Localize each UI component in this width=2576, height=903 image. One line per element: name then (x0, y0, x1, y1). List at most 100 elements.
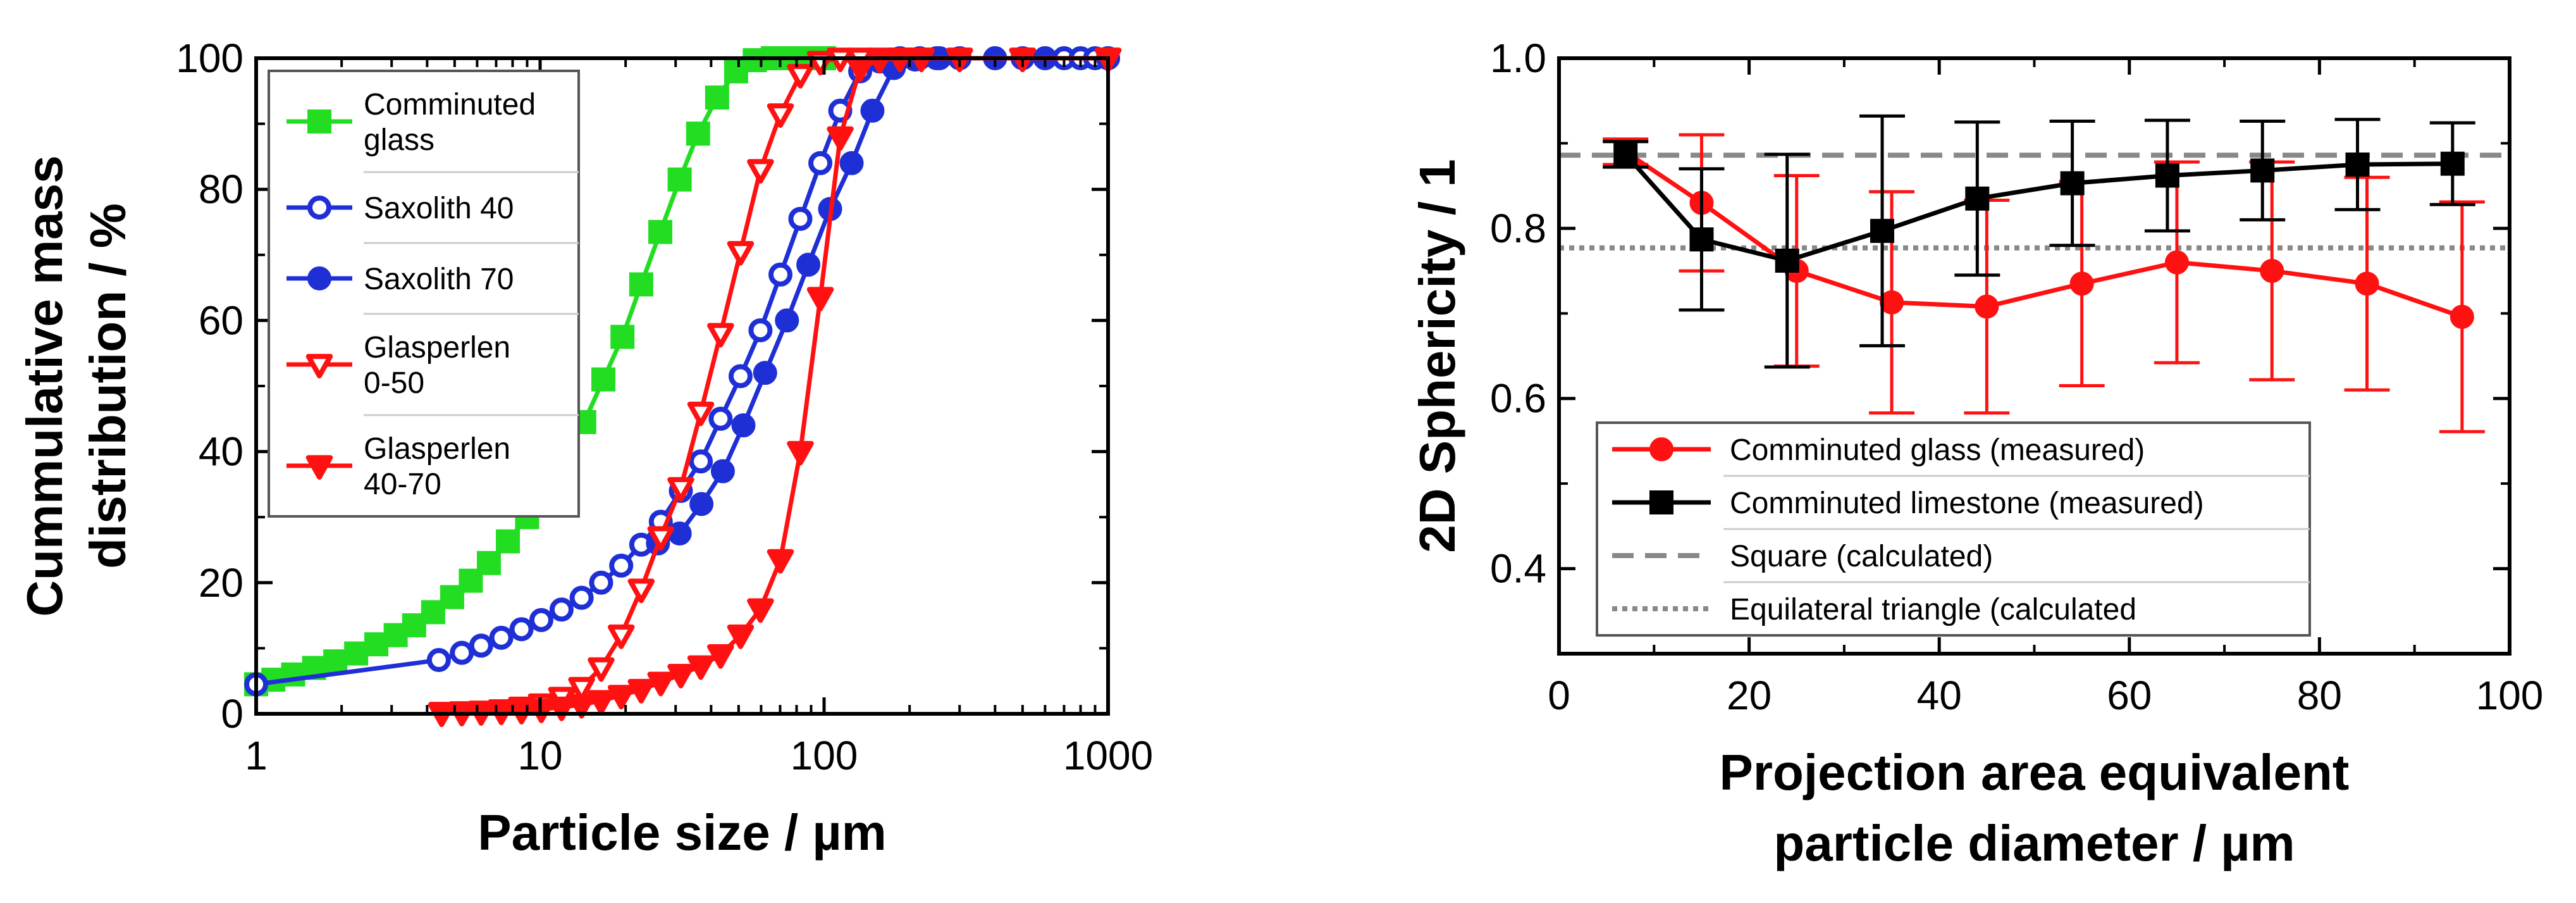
data-point (450, 640, 474, 665)
data-point (787, 440, 814, 466)
data-point (1870, 218, 1895, 243)
legend-label-line: Comminuted (364, 88, 536, 121)
data-point (440, 585, 464, 609)
data-point (768, 262, 793, 287)
data-point (2069, 271, 2094, 296)
y-tick-label: 0 (221, 691, 243, 737)
y-tick-label: 80 (199, 166, 243, 212)
y-tick-label: 60 (199, 297, 243, 343)
data-point (568, 676, 595, 702)
legend-swatch-marker (1649, 490, 1673, 514)
data-point (2060, 171, 2085, 196)
legend-item-2: Saxolith 70 (287, 242, 579, 296)
data-point (607, 624, 635, 649)
legend-label: Glasperlen 0-50 (364, 331, 510, 400)
data-point (1975, 294, 1999, 319)
data-point (707, 323, 734, 348)
legend-swatch-marker (305, 354, 333, 378)
data-point (469, 633, 493, 658)
data-point (548, 696, 576, 721)
legend-item-3: Glasperlen 0-50 (287, 313, 579, 400)
data-point (753, 361, 777, 385)
legend-label: Saxolith 70 (364, 263, 514, 296)
data-point (806, 287, 834, 312)
data-point (1775, 248, 1799, 273)
legend: Comminuted glass Saxolith 40 Saxolith 70 Gla… (268, 70, 580, 518)
legend-item-0: Comminuted glass (measured) (1612, 433, 2145, 467)
legend-label-line: Glasperlen (364, 432, 510, 466)
data-point (426, 648, 451, 673)
legend-item-0: Comminuted glass (287, 88, 536, 157)
measured-series-0 (1603, 133, 2485, 433)
data-point (710, 459, 735, 483)
data-point (747, 159, 774, 184)
data-point (731, 413, 756, 438)
legend-label-line: 0-50 (364, 366, 424, 400)
data-point (1689, 227, 1714, 252)
data-point (2450, 304, 2474, 329)
data-point (667, 476, 694, 502)
legend-label-line: Saxolith 40 (364, 192, 514, 225)
data-point (509, 617, 534, 642)
x-axis-title-line: particle diameter / µm (1773, 815, 2295, 871)
data-point (568, 694, 595, 719)
data-point (728, 364, 753, 389)
data-point (588, 657, 615, 682)
x-tick-label: 1 (245, 733, 268, 778)
data-point (569, 585, 594, 610)
y-tick-label: 40 (199, 429, 243, 475)
data-point (2155, 163, 2179, 188)
data-point (627, 678, 655, 704)
data-point (627, 578, 655, 604)
x-tick-label: 1000 (1063, 733, 1153, 778)
data-point (767, 549, 794, 574)
y-axis-title: Cummulative mass distribution / % (16, 155, 136, 616)
series-line (1624, 153, 2453, 263)
x-tick-label: 60 (2107, 673, 2152, 718)
legend-swatch-marker (1649, 437, 1673, 461)
data-point (808, 151, 833, 175)
data-point (707, 644, 734, 669)
data-point (2355, 271, 2379, 296)
data-point (647, 671, 675, 697)
data-point (588, 690, 615, 715)
data-point (727, 240, 755, 266)
data-point (687, 655, 715, 680)
data-point (402, 613, 426, 638)
x-tick-label: 40 (1917, 673, 1962, 718)
y-axis-title-line: distribution / % (80, 203, 136, 569)
data-point (610, 325, 635, 349)
legend-label-line: Glasperlen (364, 331, 510, 364)
data-point (705, 85, 729, 110)
x-tick-label: 80 (2297, 673, 2342, 718)
data-point (549, 597, 574, 622)
data-point (2345, 153, 2370, 177)
data-point (775, 308, 799, 333)
y-tick-label: 1.0 (1490, 35, 1546, 81)
legend-label: Equilateral triangle (calculated (1730, 593, 2136, 626)
legend-swatch-marker (307, 109, 331, 134)
measured-series-1 (1603, 114, 2475, 369)
series-line (1624, 149, 2463, 319)
cumulative-distribution-chart: 0 20 40 60 80 100 1 10 100 1000 Particle size / µm… (16, 35, 1153, 861)
x-axis-title-line: Projection area equivalent (1720, 744, 2350, 800)
data-point (459, 568, 483, 593)
legend-box (268, 70, 580, 518)
data-point (827, 126, 854, 151)
legend-label: Comminuted glass (measured) (1730, 433, 2145, 467)
data-point (591, 367, 615, 392)
legend-label: Glasperlen 40-70 (364, 432, 510, 501)
data-point (629, 272, 653, 297)
data-point (667, 167, 692, 192)
data-point (609, 553, 634, 578)
y-axis-title-line: Cummulative mass (16, 155, 73, 616)
data-point (667, 664, 694, 688)
x-axis-title: Particle size / µm (478, 804, 886, 861)
legend-label: Comminuted limestone (measured) (1730, 487, 2204, 520)
legend-label: Saxolith 40 (364, 192, 514, 225)
legend-swatch-marker (307, 266, 331, 290)
data-point (496, 529, 521, 554)
data-point (708, 406, 733, 431)
legend-item-3: Equilateral triangle (calculated (1612, 581, 2310, 626)
